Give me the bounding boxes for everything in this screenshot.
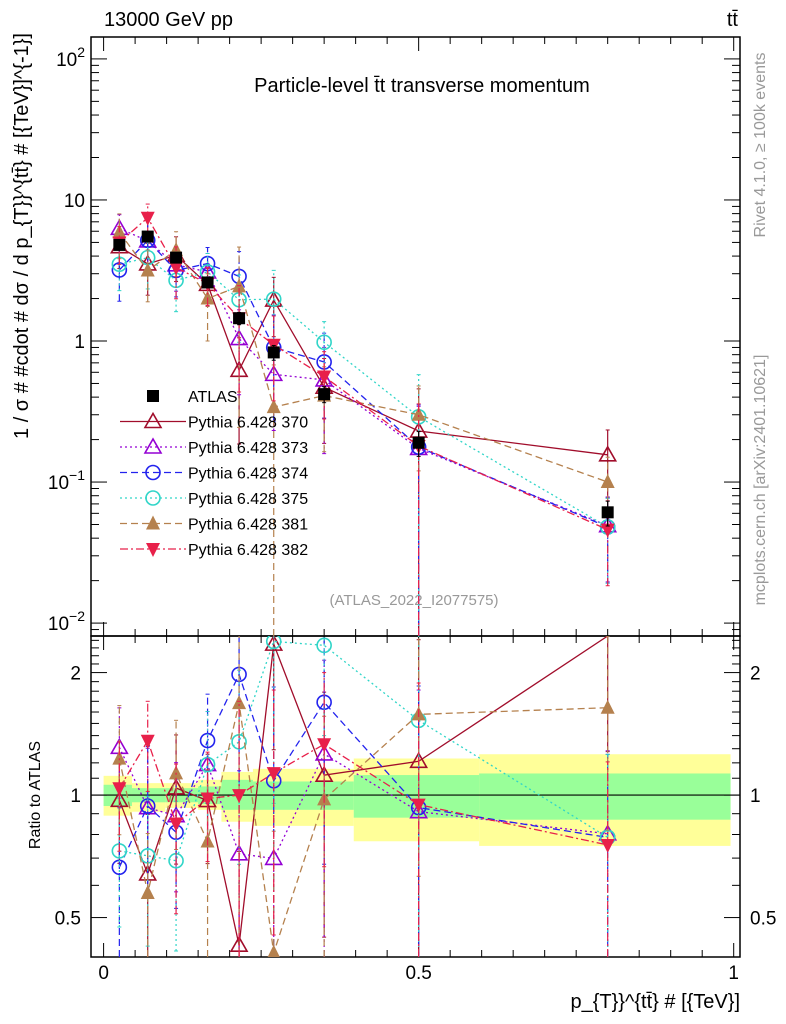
data-point bbox=[140, 734, 155, 749]
legend-marker bbox=[146, 515, 160, 530]
y-tick-label: 10 bbox=[64, 191, 85, 212]
data-point bbox=[318, 388, 331, 401]
legend-marker bbox=[143, 411, 163, 429]
data-point bbox=[169, 817, 184, 832]
data-point bbox=[598, 445, 618, 462]
ratio-tick-label: 2 bbox=[70, 664, 81, 685]
data-point bbox=[200, 792, 215, 807]
data-point bbox=[601, 506, 614, 519]
data-point bbox=[140, 885, 155, 900]
series-pythia-6-428-370-main bbox=[109, 230, 618, 636]
legend-label: ATLAS bbox=[188, 389, 238, 406]
process-label: tt̄ bbox=[727, 9, 739, 31]
data-point bbox=[265, 636, 282, 650]
data-point bbox=[412, 436, 425, 449]
data-point bbox=[264, 636, 284, 651]
legend-label: Pythia 6.428 381 bbox=[188, 517, 308, 534]
legend: ATLAS Pythia 6.428 370 Pythia 6.428 373 Pyt… bbox=[120, 389, 308, 559]
data-point bbox=[169, 261, 184, 276]
data-point bbox=[411, 406, 426, 421]
analysis-label: (ATLAS_2022_I2077575) bbox=[329, 592, 498, 609]
data-point bbox=[113, 238, 126, 251]
series-pythia-6-428-381-ratio bbox=[112, 636, 615, 957]
legend-label: Pythia 6.428 382 bbox=[188, 542, 308, 559]
legend-label: Pythia 6.428 374 bbox=[188, 466, 308, 483]
data-point bbox=[232, 695, 247, 710]
mcplots-label: mcplots.cern.ch [arXiv:2401.10621] bbox=[752, 355, 769, 606]
series-pythia-6-428-382-ratio bbox=[112, 672, 615, 957]
data-point bbox=[112, 782, 127, 797]
x-tick-label: 0.5 bbox=[405, 963, 431, 984]
data-point bbox=[265, 291, 282, 307]
rivet-label: Rivet 4.1.0, ≥ 100k events bbox=[752, 53, 769, 238]
data-point bbox=[600, 523, 615, 538]
ratio-tick-label: 1 bbox=[70, 786, 81, 807]
data-point bbox=[600, 699, 615, 714]
series-atlas-main bbox=[113, 230, 614, 527]
chart-title: Particle-level t̄t transverse momentum bbox=[254, 75, 590, 97]
legend-marker bbox=[143, 437, 163, 454]
ratio-tick-label-right: 0.5 bbox=[750, 909, 776, 930]
ratio-axis-label: Ratio to ATLAS bbox=[27, 741, 44, 849]
y-tick-label: 10−2 bbox=[48, 608, 85, 635]
legend-label: Pythia 6.428 375 bbox=[188, 491, 308, 508]
data-point bbox=[317, 370, 332, 385]
x-tick-label: 0 bbox=[98, 963, 109, 984]
data-point bbox=[199, 732, 216, 749]
data-point bbox=[112, 750, 127, 765]
data-point bbox=[201, 276, 214, 289]
legend-label: Pythia 6.428 373 bbox=[188, 440, 308, 457]
data-point bbox=[600, 838, 615, 853]
data-point bbox=[316, 637, 332, 654]
legend-marker bbox=[145, 490, 161, 506]
data-point bbox=[267, 944, 280, 957]
ratio-tick-label: 0.5 bbox=[55, 909, 81, 930]
legend-label: Pythia 6.428 370 bbox=[188, 415, 308, 432]
data-point bbox=[317, 738, 332, 753]
data-point bbox=[233, 312, 246, 325]
data-point bbox=[170, 251, 183, 264]
stat-uncertainty-band bbox=[353, 775, 480, 818]
ratio-tick-label-right: 1 bbox=[750, 786, 761, 807]
axes: 0 0.5 1 102 10 1 10−1 10−2 0.5 0.5 1 1 2 2 bbox=[48, 36, 776, 984]
data-point bbox=[600, 474, 615, 489]
data-point bbox=[267, 346, 280, 359]
data-point bbox=[266, 767, 281, 782]
data-point bbox=[140, 262, 155, 277]
y-tick-label: 1 bbox=[74, 332, 85, 353]
series-pythia-6-428-375-main bbox=[111, 236, 616, 636]
y-tick-label: 102 bbox=[56, 44, 85, 71]
data-point bbox=[139, 798, 156, 814]
y-tick-label: 10−1 bbox=[48, 467, 85, 494]
y-axis-label: 1 / σ # #cdot # dσ / d p_{T}}^{tt̄} # [{… bbox=[11, 33, 33, 439]
data-point bbox=[140, 211, 155, 226]
legend-marker bbox=[145, 464, 161, 481]
ratio-frame bbox=[90, 635, 741, 958]
data-point bbox=[229, 360, 249, 378]
data-point bbox=[316, 334, 332, 351]
data-series bbox=[109, 203, 618, 957]
legend-marker bbox=[146, 543, 160, 557]
ratio-tick-label-right: 2 bbox=[750, 664, 761, 685]
energy-label: 13000 GeV pp bbox=[104, 9, 233, 31]
data-point bbox=[141, 230, 154, 243]
legend-marker bbox=[147, 390, 159, 402]
series-line bbox=[118, 231, 608, 483]
stat-uncertainty-band bbox=[479, 773, 731, 820]
data-point bbox=[232, 789, 247, 804]
data-point bbox=[169, 765, 184, 780]
x-tick-label: 1 bbox=[728, 963, 739, 984]
x-axis-label: p_{T}}^{tt̄} # [{TeV}] bbox=[570, 991, 740, 1013]
data-point bbox=[266, 399, 281, 414]
data-point bbox=[411, 798, 426, 813]
